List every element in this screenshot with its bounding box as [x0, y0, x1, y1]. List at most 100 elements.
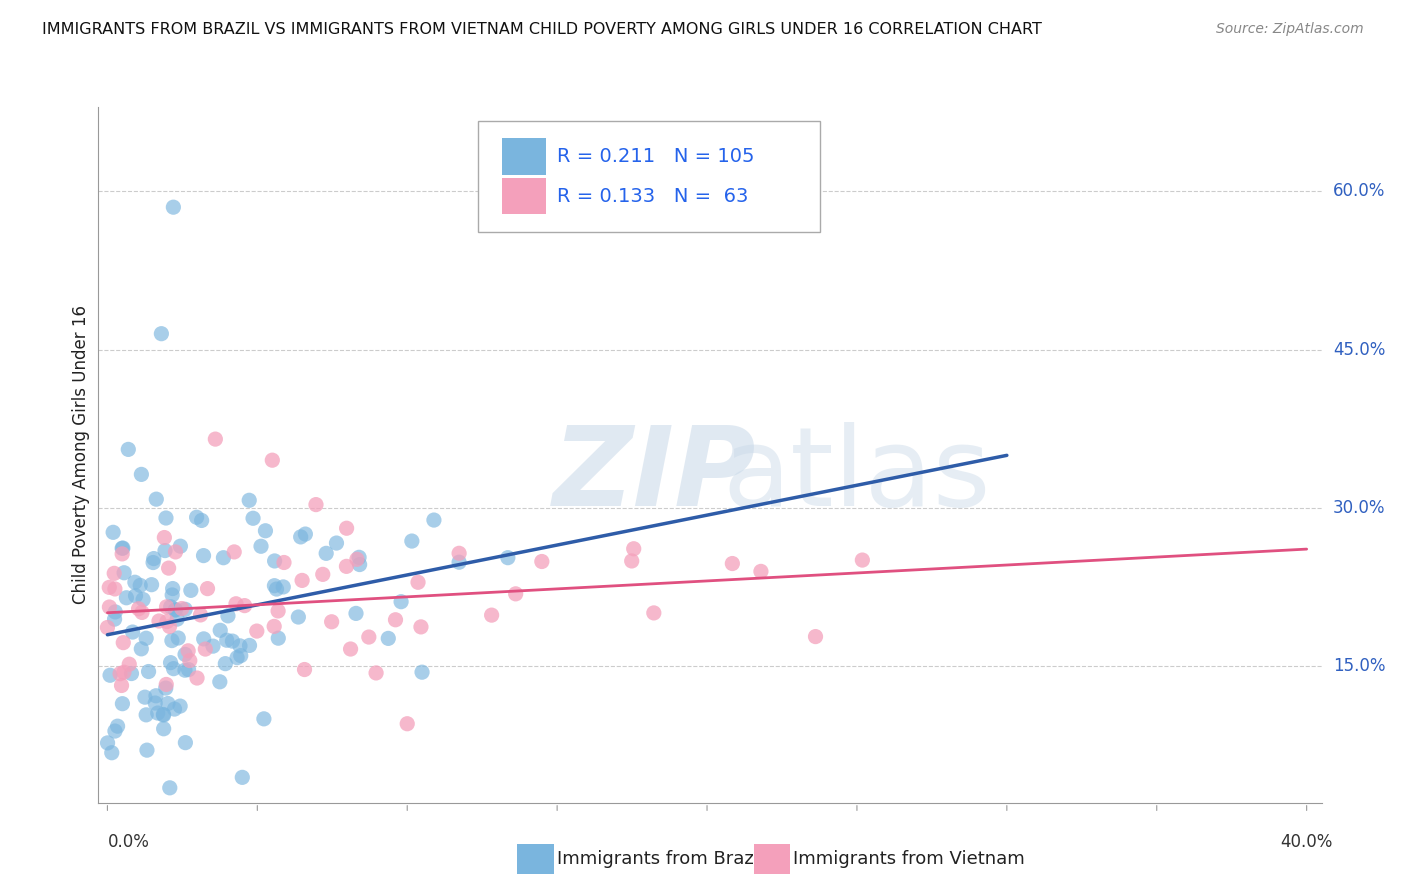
Point: [224, 545, 246, 559]
Point: [721, 557, 744, 571]
Point: [481, 608, 503, 623]
FancyBboxPatch shape: [502, 138, 546, 175]
Point: [115, 591, 138, 605]
Point: [103, 566, 125, 581]
Point: [153, 543, 176, 558]
Point: [263, 579, 285, 593]
Point: [138, 665, 160, 679]
Point: [193, 549, 215, 563]
Point: [267, 631, 290, 645]
Point: [406, 575, 429, 590]
Point: [401, 534, 423, 549]
Point: [346, 552, 368, 566]
Point: [449, 555, 471, 569]
Point: [156, 697, 179, 711]
Point: [377, 632, 399, 646]
Point: [335, 559, 357, 574]
Point: [111, 541, 134, 555]
Point: [263, 554, 285, 568]
Point: [124, 589, 146, 603]
Point: [197, 582, 219, 596]
Point: [254, 524, 277, 538]
Point: [347, 550, 370, 565]
Point: [128, 601, 150, 615]
Text: R = 0.211   N = 105: R = 0.211 N = 105: [557, 147, 755, 166]
Point: [162, 582, 184, 596]
Point: [159, 780, 181, 795]
Point: [384, 613, 406, 627]
Point: [273, 556, 295, 570]
Point: [111, 697, 134, 711]
Point: [143, 696, 166, 710]
Point: [620, 554, 643, 568]
Point: [294, 527, 316, 541]
Point: [315, 546, 337, 560]
Point: [131, 467, 153, 482]
Text: IMMIGRANTS FROM BRAZIL VS IMMIGRANTS FROM VIETNAM CHILD POVERTY AMONG GIRLS UNDE: IMMIGRANTS FROM BRAZIL VS IMMIGRANTS FRO…: [42, 22, 1042, 37]
Point: [166, 612, 188, 626]
Point: [112, 566, 135, 580]
Point: [152, 722, 174, 736]
Point: [262, 453, 284, 467]
Point: [409, 620, 432, 634]
Point: [215, 633, 238, 648]
Point: [134, 690, 156, 705]
Point: [233, 599, 256, 613]
Point: [100, 746, 122, 760]
Point: [229, 639, 252, 653]
Point: [104, 724, 127, 739]
Point: [851, 553, 873, 567]
Point: [131, 606, 153, 620]
Point: [124, 575, 146, 590]
Point: [117, 442, 139, 457]
Point: [263, 619, 285, 633]
Point: [110, 678, 132, 692]
Text: R = 0.133   N =  63: R = 0.133 N = 63: [557, 186, 748, 205]
Point: [267, 604, 290, 618]
Point: [145, 492, 167, 507]
Point: [129, 578, 152, 592]
Point: [169, 539, 191, 553]
Point: [204, 432, 226, 446]
Point: [287, 610, 309, 624]
Point: [145, 689, 167, 703]
Text: Immigrants from Vietnam: Immigrants from Vietnam: [793, 850, 1025, 868]
Point: [159, 619, 181, 633]
Point: [194, 642, 217, 657]
Point: [155, 511, 177, 525]
Point: [250, 539, 273, 553]
Point: [305, 498, 328, 512]
Point: [201, 639, 224, 653]
Point: [229, 648, 252, 663]
Point: [157, 561, 180, 575]
Point: [98, 580, 121, 594]
Point: [163, 702, 186, 716]
Point: [325, 536, 347, 550]
Point: [162, 200, 184, 214]
Text: ZIP: ZIP: [553, 422, 756, 529]
Point: [174, 736, 197, 750]
Point: [208, 674, 231, 689]
Point: [108, 666, 131, 681]
Point: [496, 550, 519, 565]
Point: [135, 707, 157, 722]
Point: [530, 554, 553, 568]
Point: [177, 663, 200, 677]
Point: [155, 677, 177, 691]
Text: atlas: atlas: [723, 422, 991, 529]
Point: [112, 635, 135, 649]
Point: [118, 657, 141, 672]
Point: [312, 567, 335, 582]
Point: [156, 615, 179, 629]
Point: [142, 556, 165, 570]
Point: [225, 597, 247, 611]
Point: [505, 587, 527, 601]
Point: [190, 513, 212, 527]
Point: [271, 580, 294, 594]
Point: [193, 632, 215, 646]
Point: [364, 665, 387, 680]
Point: [165, 603, 187, 617]
Point: [643, 606, 665, 620]
Point: [111, 541, 134, 556]
Point: [111, 547, 134, 561]
